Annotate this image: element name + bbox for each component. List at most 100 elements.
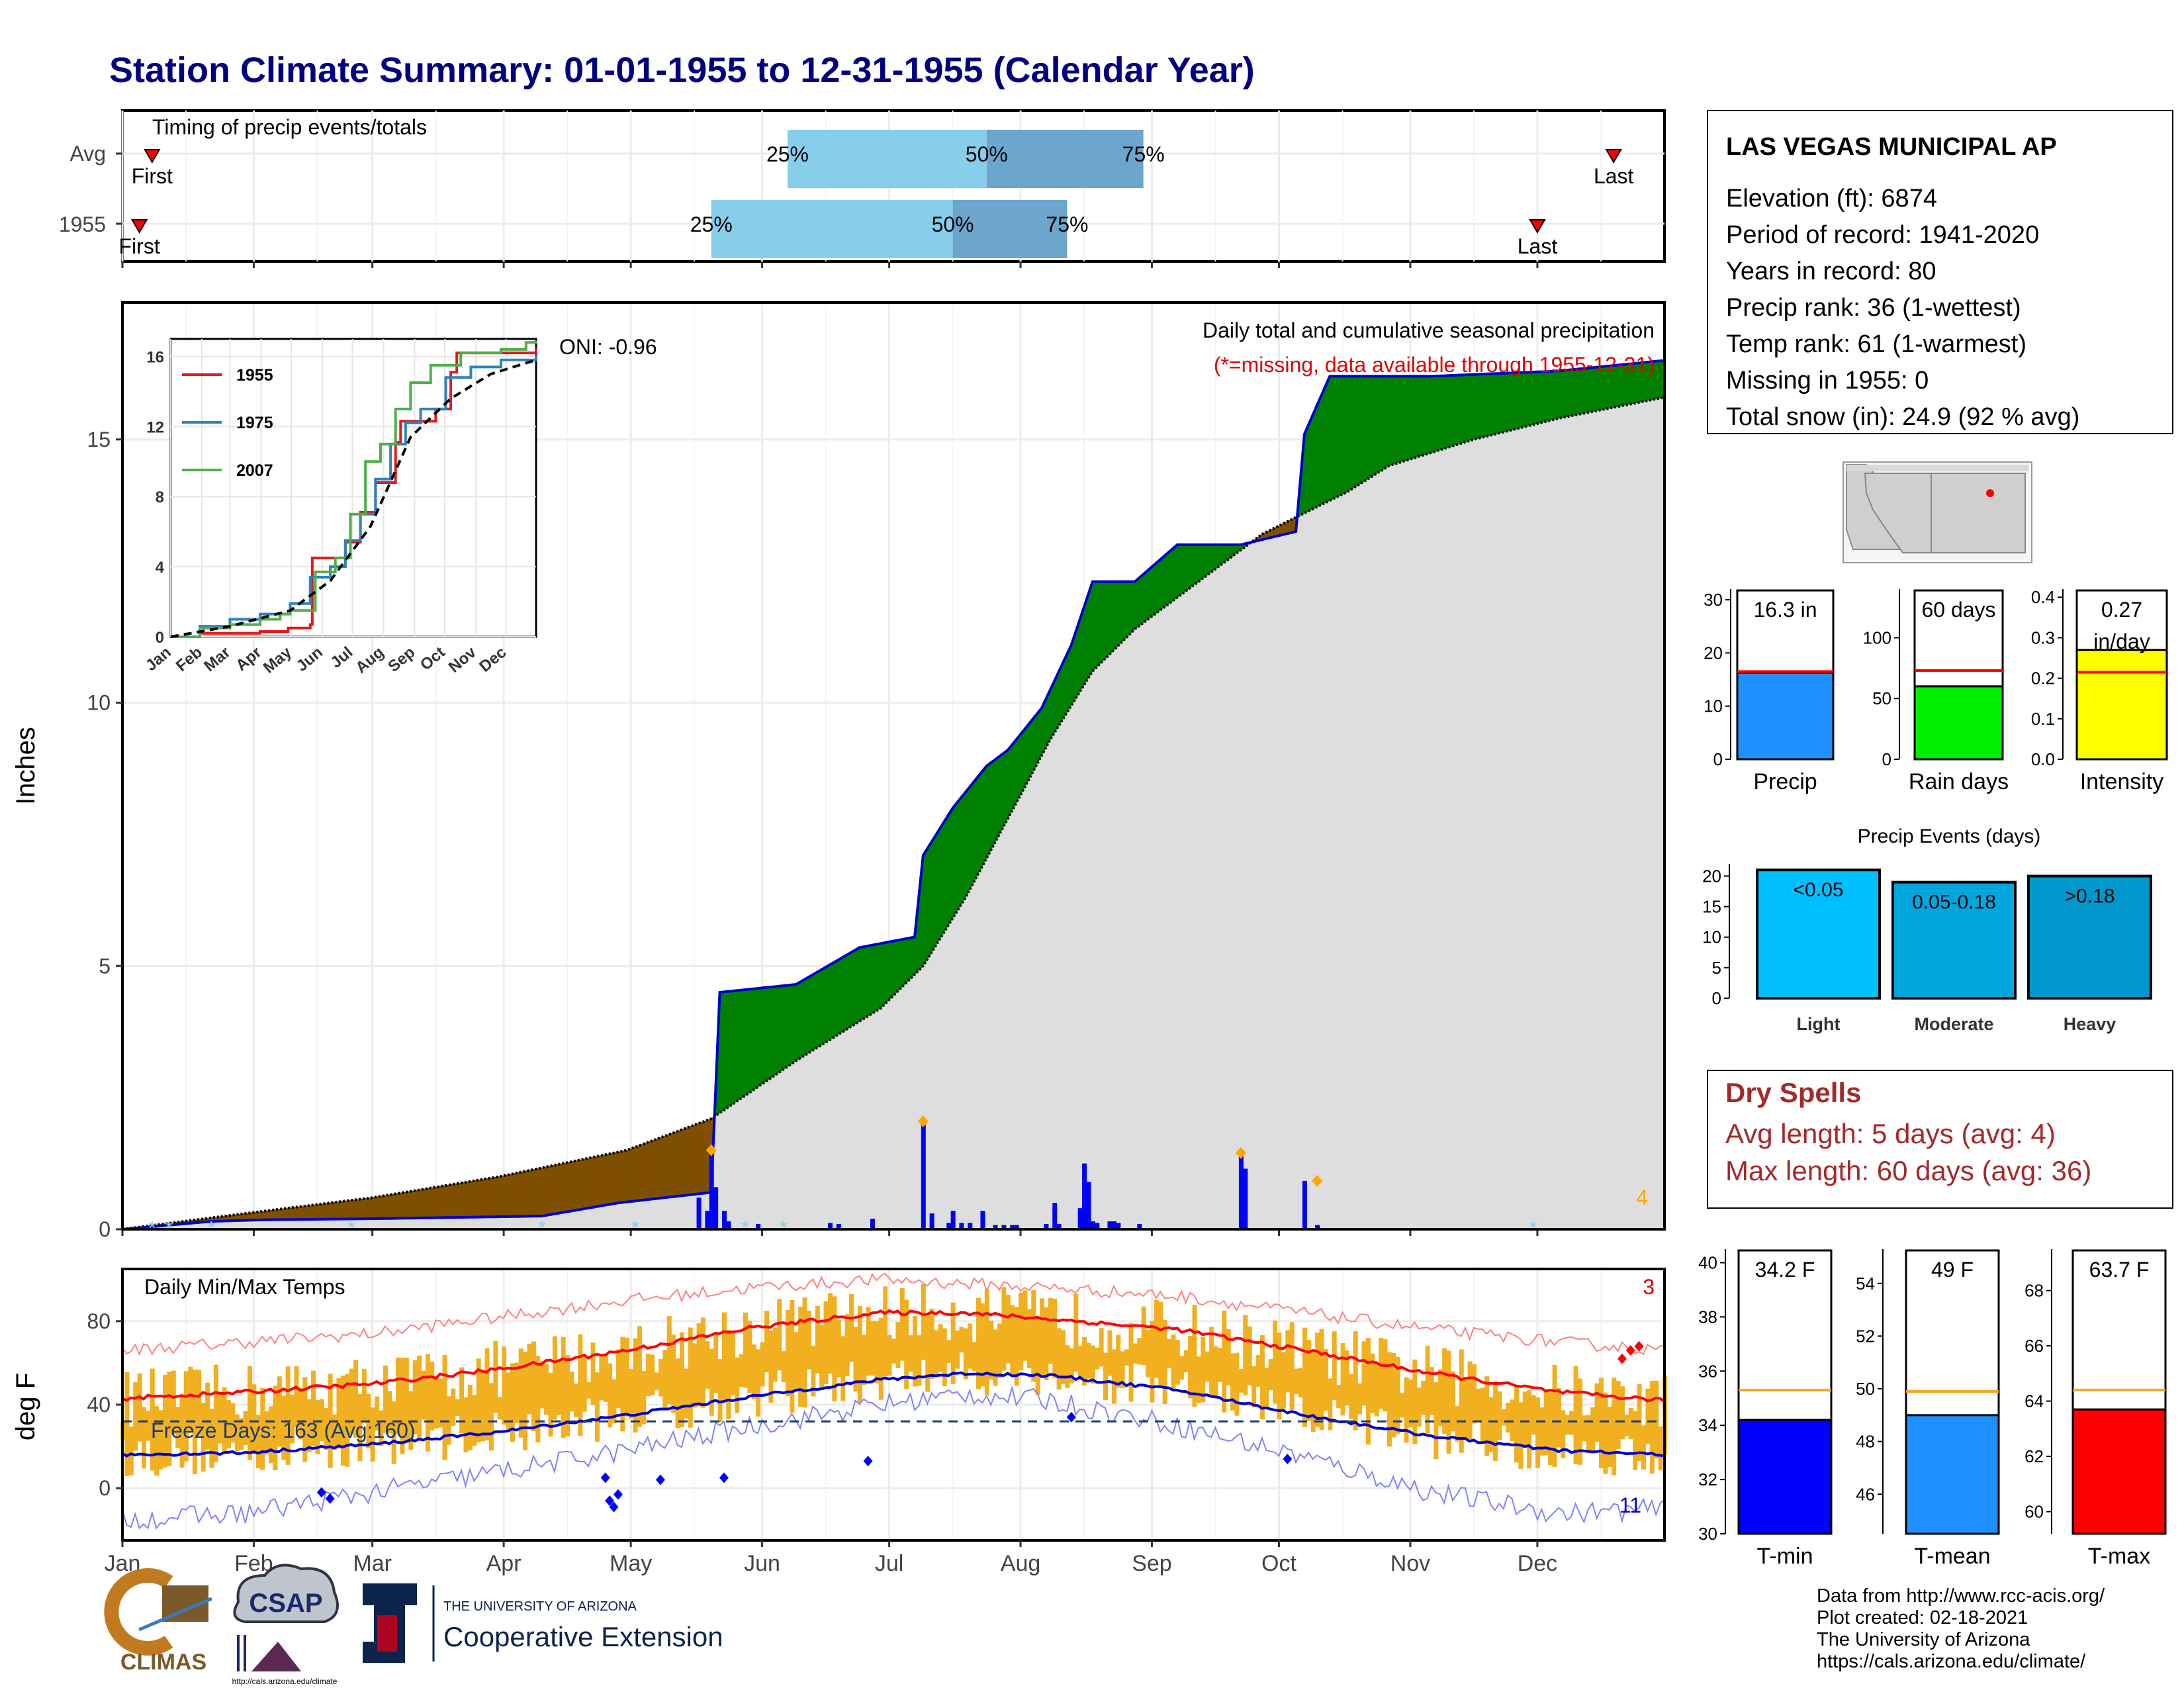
record-low-marker <box>1283 1454 1293 1464</box>
below-avg-area <box>478 1179 483 1218</box>
below-avg-area <box>457 1182 462 1218</box>
above-avg-area <box>723 991 729 1111</box>
daily-temp-bar <box>332 1414 338 1450</box>
inset-legend-label: 1975 <box>236 414 273 432</box>
below-avg-area <box>304 1205 310 1220</box>
below-avg-area <box>490 1176 496 1217</box>
daily-temp-bar <box>324 1408 329 1450</box>
above-avg-area <box>1503 373 1508 433</box>
daily-temp-bar <box>493 1340 498 1413</box>
daily-temp-bar <box>1188 1335 1193 1399</box>
daily-temp-bar <box>1344 1350 1349 1406</box>
above-avg-area <box>939 820 945 940</box>
below-avg-area <box>537 1167 543 1217</box>
above-avg-area <box>1181 544 1187 595</box>
daily-temp-bar <box>1556 1388 1561 1448</box>
daily-temp-bar <box>578 1334 583 1436</box>
daily-temp-bar <box>1446 1350 1451 1454</box>
daily-temp-bar <box>1255 1355 1261 1387</box>
below-avg-area <box>656 1137 661 1199</box>
precip-events-title: Precip Events (days) <box>1858 825 2041 847</box>
below-avg-area <box>330 1201 335 1220</box>
daily-temp-bar <box>514 1362 520 1423</box>
daily-temp-bar <box>1598 1378 1604 1469</box>
small-chart-tick-label: 50 <box>1872 688 1891 708</box>
small-chart-value-label: 49 F <box>1931 1258 1974 1282</box>
daily-temp-bar <box>806 1311 811 1370</box>
daily-temp-bar <box>751 1344 756 1400</box>
small-chart-tick-label: 0.2 <box>2031 669 2055 688</box>
below-avg-area <box>609 1152 615 1205</box>
p25-label: 25% <box>766 142 809 166</box>
tmax-chart: 60 62 64 66 68 63.7 F T-max <box>2025 1249 2167 1569</box>
above-avg-area <box>863 945 869 1019</box>
events-bar <box>1756 868 1881 1000</box>
above-avg-area <box>854 947 860 1025</box>
below-avg-area <box>579 1158 585 1210</box>
daily-temp-bar <box>154 1406 159 1476</box>
daily-temp-bar <box>1637 1383 1642 1462</box>
large-event-marker <box>705 1144 717 1156</box>
daily-temp-bar <box>608 1363 613 1428</box>
record-low-marker <box>600 1472 610 1483</box>
small-chart-bar <box>1737 1419 1833 1535</box>
daily-temp-bar <box>349 1368 354 1435</box>
ua-large-text: Cooperative Extension <box>443 1621 723 1652</box>
small-chart-bar <box>2071 1408 2167 1535</box>
map-top-strip <box>1846 465 2028 471</box>
daily-temp-bar <box>1026 1309 1032 1369</box>
daily-temp-bar <box>1569 1411 1574 1435</box>
small-chart-tick-label: 0.0 <box>2031 749 2055 769</box>
daily-temp-bar <box>137 1373 142 1442</box>
above-avg-area <box>995 755 1000 843</box>
below-avg-area <box>702 1119 707 1194</box>
below-avg-area <box>516 1172 522 1217</box>
daily-temp-bar <box>226 1400 232 1449</box>
daily-temp-bar <box>561 1336 566 1438</box>
daily-precip-bar <box>1052 1203 1058 1229</box>
daily-temp-bar <box>1552 1364 1557 1467</box>
above-avg-area <box>1418 375 1424 457</box>
daily-precip-bar <box>1090 1221 1095 1229</box>
daily-precip-bar <box>756 1224 761 1229</box>
daily-temp-bar <box>612 1379 617 1423</box>
dry-spells-max: Max length: 60 days (avg: 36) <box>1725 1155 2091 1186</box>
daily-temp-bar <box>438 1378 443 1428</box>
daily-temp-bar <box>361 1368 367 1423</box>
daily-temp-bar <box>1619 1386 1625 1440</box>
small-chart-category-label: Rain days <box>1909 769 2009 794</box>
observed-cumulative-line <box>122 359 1665 1231</box>
above-avg-area <box>889 941 894 1001</box>
above-avg-area <box>1338 375 1343 497</box>
daily-precip-bar <box>721 1211 727 1229</box>
below-avg-area <box>533 1168 538 1217</box>
station-detail-line: Elevation (ft): 6874 <box>1726 185 1937 212</box>
small-chart-tick-label: 0.3 <box>2031 628 2055 647</box>
inset-y-tick-label: 0 <box>156 629 164 647</box>
daily-temp-bar <box>735 1357 740 1413</box>
small-chart-value-label: 63.7 F <box>2089 1258 2150 1282</box>
daily-precip-bar <box>921 1123 926 1229</box>
daily-temp-bar <box>472 1395 477 1446</box>
above-avg-area <box>1172 543 1178 602</box>
small-chart-tick-label: 34 <box>1698 1415 1717 1435</box>
below-avg-area <box>550 1164 555 1215</box>
station-location-marker <box>1986 489 1994 497</box>
daily-temp-bar <box>573 1383 578 1417</box>
below-avg-area <box>482 1178 487 1218</box>
daily-temp-bar <box>1628 1407 1633 1440</box>
above-avg-area <box>876 943 882 1011</box>
inset-legend-label: 1955 <box>236 366 273 385</box>
daily-temp-bar <box>832 1296 837 1402</box>
daily-temp-bar <box>1412 1359 1418 1444</box>
daily-temp-bar <box>1459 1349 1464 1453</box>
daily-temp-bar <box>1577 1378 1582 1465</box>
daily-temp-bar <box>264 1411 269 1455</box>
daily-temp-bar <box>404 1357 409 1443</box>
station-detail-line: Period of record: 1941-2020 <box>1726 221 2039 249</box>
below-avg-area <box>334 1201 339 1220</box>
daily-temp-bar <box>255 1415 261 1469</box>
station-detail-line: Missing in 1955: 0 <box>1726 367 1929 395</box>
events-category-label: Moderate <box>1914 1014 1993 1034</box>
below-avg-area <box>338 1201 343 1220</box>
